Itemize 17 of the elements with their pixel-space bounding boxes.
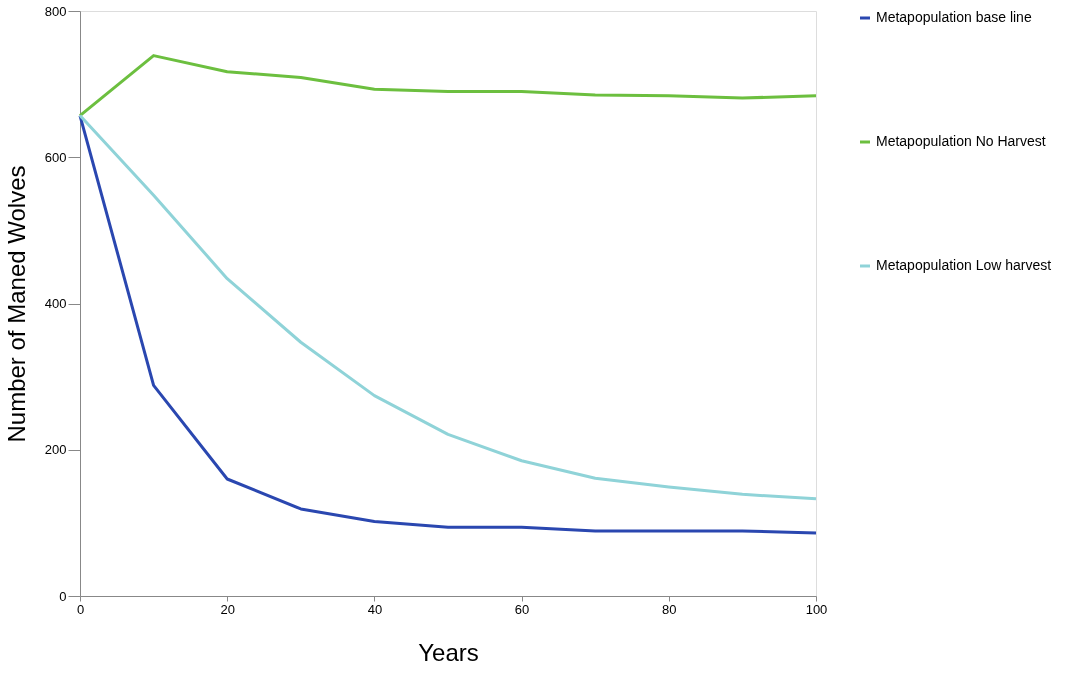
x-tick-label: 20 bbox=[220, 601, 235, 617]
y-axis-title: Number of Maned Wolves bbox=[2, 165, 30, 443]
x-tick-label: 60 bbox=[514, 601, 530, 617]
y-tick-label: 0 bbox=[59, 588, 67, 604]
legend-label: Metapopulation Low harvest bbox=[876, 257, 1052, 273]
y-tick-label: 800 bbox=[44, 3, 67, 19]
x-axis-title: Years bbox=[418, 638, 479, 666]
x-tick-label: 40 bbox=[367, 601, 383, 617]
y-tick-label: 600 bbox=[44, 149, 67, 165]
legend-label: Metapopulation base line bbox=[876, 9, 1032, 25]
y-tick-label: 200 bbox=[44, 442, 67, 458]
x-tick-label: 100 bbox=[805, 601, 828, 617]
line-series bbox=[78, 54, 818, 118]
legend-label: Metapopulation No Harvest bbox=[876, 133, 1046, 149]
x-tick-label: 80 bbox=[662, 601, 677, 617]
y-tick-label: 400 bbox=[44, 296, 67, 311]
x-tick-label: 0 bbox=[76, 601, 85, 617]
